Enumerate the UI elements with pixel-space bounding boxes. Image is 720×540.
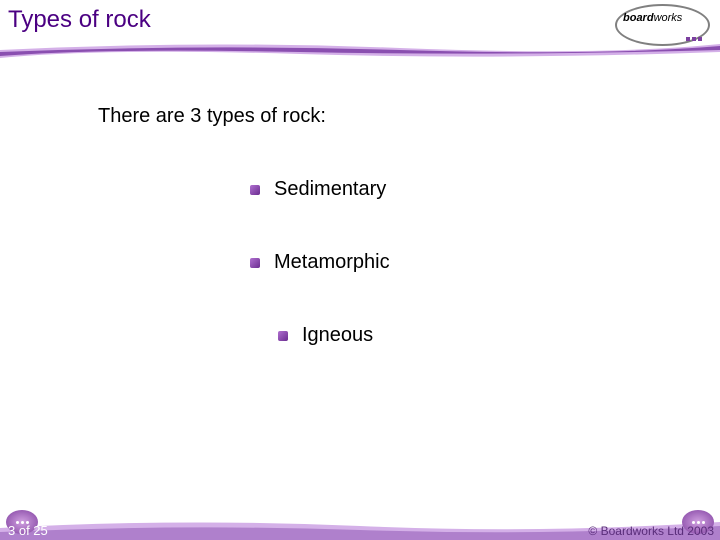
list-item: Igneous [278, 324, 720, 347]
bullet-icon [250, 185, 260, 195]
list-item: Metamorphic [250, 251, 720, 274]
item-label: Igneous [302, 324, 373, 347]
rock-types-list: Sedimentary Metamorphic Igneous [0, 178, 720, 347]
slide-footer: 3 of 25 © Boardworks Ltd 2003 [0, 510, 720, 540]
slide-header: Types of rock boardworks [0, 0, 720, 70]
logo-text-light: works [654, 12, 683, 24]
intro-text: There are 3 types of rock: [98, 105, 720, 128]
slide-title: Types of rock [8, 6, 151, 34]
bullet-icon [278, 331, 288, 341]
copyright-text: © Boardworks Ltd 2003 [588, 524, 714, 538]
slide-content: There are 3 types of rock: Sedimentary M… [0, 70, 720, 347]
item-label: Sedimentary [274, 178, 386, 201]
header-swoosh [0, 38, 720, 70]
item-label: Metamorphic [274, 251, 390, 274]
bullet-icon [250, 258, 260, 268]
logo-text-bold: board [623, 12, 654, 24]
logo-text: boardworks [623, 12, 682, 24]
list-item: Sedimentary [250, 178, 720, 201]
page-number: 3 of 25 [8, 523, 48, 538]
